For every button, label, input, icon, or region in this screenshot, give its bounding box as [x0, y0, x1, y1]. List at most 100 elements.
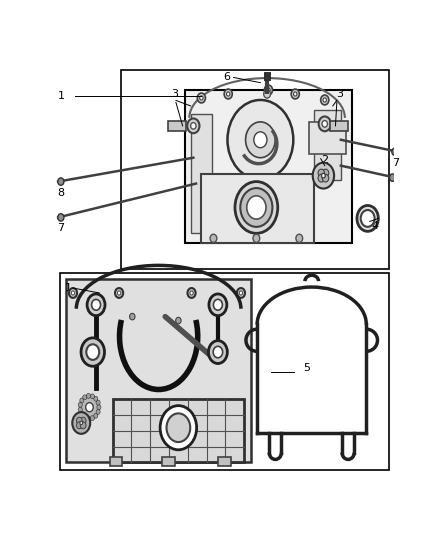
Bar: [121, 70, 389, 269]
Circle shape: [321, 95, 329, 105]
Circle shape: [246, 122, 275, 158]
Circle shape: [293, 92, 297, 96]
Circle shape: [80, 398, 84, 403]
Circle shape: [318, 169, 325, 177]
Text: 3: 3: [336, 89, 343, 99]
Circle shape: [226, 92, 230, 96]
Bar: [201, 174, 314, 243]
Text: 2: 2: [321, 155, 328, 165]
Circle shape: [166, 414, 190, 442]
Circle shape: [237, 288, 245, 298]
Circle shape: [81, 338, 105, 366]
Circle shape: [72, 412, 90, 434]
Circle shape: [323, 98, 326, 102]
Circle shape: [94, 396, 98, 401]
Circle shape: [224, 89, 232, 99]
Circle shape: [58, 178, 64, 185]
Circle shape: [117, 291, 121, 295]
Circle shape: [318, 117, 331, 131]
Circle shape: [291, 89, 299, 99]
Text: 7: 7: [392, 158, 399, 168]
Bar: [60, 273, 389, 470]
Circle shape: [239, 291, 243, 295]
Circle shape: [389, 174, 396, 181]
Text: 7: 7: [57, 223, 64, 233]
Bar: [162, 457, 175, 466]
Circle shape: [77, 422, 82, 429]
Circle shape: [71, 291, 75, 295]
Circle shape: [190, 291, 193, 295]
Circle shape: [247, 196, 266, 219]
Circle shape: [96, 400, 100, 405]
Circle shape: [80, 396, 99, 418]
Circle shape: [392, 148, 398, 156]
Circle shape: [92, 300, 101, 310]
Bar: [330, 122, 348, 131]
Circle shape: [208, 341, 227, 364]
Circle shape: [77, 417, 82, 424]
Text: 5: 5: [304, 363, 311, 373]
Circle shape: [235, 182, 278, 233]
Circle shape: [318, 174, 325, 182]
Circle shape: [213, 346, 223, 358]
Circle shape: [357, 205, 378, 231]
Circle shape: [240, 188, 272, 227]
Circle shape: [191, 123, 196, 129]
Circle shape: [322, 120, 328, 127]
Text: 6: 6: [223, 72, 230, 82]
Circle shape: [78, 402, 82, 407]
Circle shape: [86, 402, 93, 412]
Circle shape: [209, 294, 227, 316]
Circle shape: [254, 132, 267, 148]
Circle shape: [83, 415, 87, 419]
Circle shape: [90, 416, 95, 421]
Text: 4: 4: [372, 221, 379, 231]
Text: 1: 1: [65, 283, 72, 293]
Text: 3: 3: [171, 89, 178, 99]
Circle shape: [176, 317, 181, 324]
Text: 8: 8: [57, 188, 64, 198]
Circle shape: [90, 394, 95, 399]
Circle shape: [80, 422, 86, 429]
Circle shape: [80, 411, 84, 416]
Circle shape: [115, 288, 123, 298]
Bar: [314, 110, 341, 180]
Bar: [110, 457, 122, 466]
Circle shape: [97, 405, 101, 410]
Circle shape: [322, 169, 329, 177]
Circle shape: [58, 214, 64, 221]
Circle shape: [296, 234, 303, 243]
Circle shape: [86, 416, 91, 421]
Circle shape: [94, 413, 98, 418]
Circle shape: [80, 422, 83, 425]
Circle shape: [253, 234, 260, 243]
Bar: [67, 279, 251, 463]
Circle shape: [264, 90, 271, 98]
Circle shape: [322, 174, 329, 182]
Circle shape: [267, 88, 270, 92]
Circle shape: [227, 100, 293, 180]
Bar: [113, 399, 244, 463]
Circle shape: [213, 300, 223, 310]
Circle shape: [96, 409, 100, 414]
Circle shape: [130, 313, 135, 320]
Bar: [191, 114, 212, 233]
Circle shape: [83, 395, 87, 400]
Circle shape: [313, 163, 334, 189]
Bar: [219, 457, 230, 466]
Circle shape: [200, 96, 203, 100]
Circle shape: [86, 393, 91, 398]
Bar: [185, 90, 352, 243]
Text: 1: 1: [58, 91, 65, 101]
Circle shape: [187, 118, 199, 133]
Circle shape: [321, 173, 325, 178]
Circle shape: [197, 93, 205, 103]
Circle shape: [210, 234, 217, 243]
Circle shape: [86, 344, 99, 360]
Circle shape: [87, 294, 105, 316]
Circle shape: [361, 210, 374, 227]
Circle shape: [80, 417, 86, 424]
Bar: [309, 122, 346, 154]
Circle shape: [160, 406, 197, 450]
Circle shape: [187, 288, 196, 298]
